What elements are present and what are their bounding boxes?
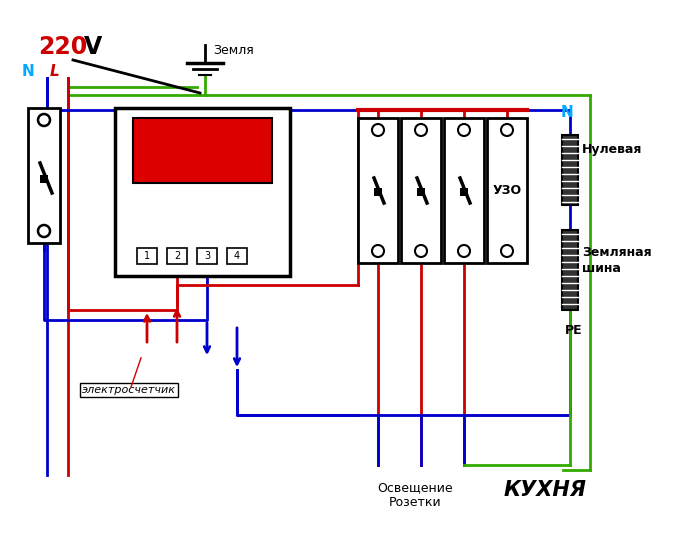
Text: 4: 4 — [234, 251, 240, 261]
Circle shape — [415, 124, 427, 136]
Text: Освещение: Освещение — [377, 482, 453, 494]
Text: N: N — [561, 105, 573, 120]
Circle shape — [415, 245, 427, 257]
Bar — [358, 118, 398, 263]
Text: 3: 3 — [204, 251, 210, 261]
Text: Земля: Земля — [213, 44, 254, 56]
Text: 220: 220 — [38, 35, 88, 59]
Text: Розетки: Розетки — [389, 497, 441, 509]
Bar — [40, 175, 48, 183]
Text: электросчетчик: электросчетчик — [82, 385, 176, 395]
Circle shape — [501, 124, 513, 136]
Bar — [444, 118, 484, 263]
Text: 2: 2 — [174, 251, 180, 261]
Bar — [133, 118, 272, 183]
Bar — [28, 108, 60, 243]
Circle shape — [372, 245, 384, 257]
Bar — [197, 248, 217, 264]
Circle shape — [38, 114, 50, 126]
Circle shape — [372, 124, 384, 136]
Bar — [562, 230, 578, 310]
Bar — [401, 118, 441, 263]
Text: V: V — [84, 35, 102, 59]
Text: Нулевая: Нулевая — [582, 144, 642, 157]
Circle shape — [458, 245, 470, 257]
Bar — [115, 108, 290, 276]
Text: L: L — [50, 65, 60, 80]
Text: Земляная: Земляная — [582, 245, 652, 258]
Text: УЗО: УЗО — [493, 184, 521, 197]
Bar — [137, 248, 157, 264]
Text: N: N — [22, 65, 34, 80]
Bar — [487, 118, 527, 263]
Bar — [460, 188, 468, 196]
Bar — [417, 188, 425, 196]
Text: PE: PE — [565, 323, 582, 336]
Text: 1: 1 — [144, 251, 150, 261]
Bar — [374, 188, 382, 196]
Circle shape — [501, 245, 513, 257]
Circle shape — [458, 124, 470, 136]
Circle shape — [38, 225, 50, 237]
Bar — [227, 248, 247, 264]
Bar — [562, 135, 578, 205]
Text: КУХНЯ: КУХНЯ — [503, 480, 587, 500]
Text: шина: шина — [582, 261, 621, 274]
Bar — [167, 248, 187, 264]
